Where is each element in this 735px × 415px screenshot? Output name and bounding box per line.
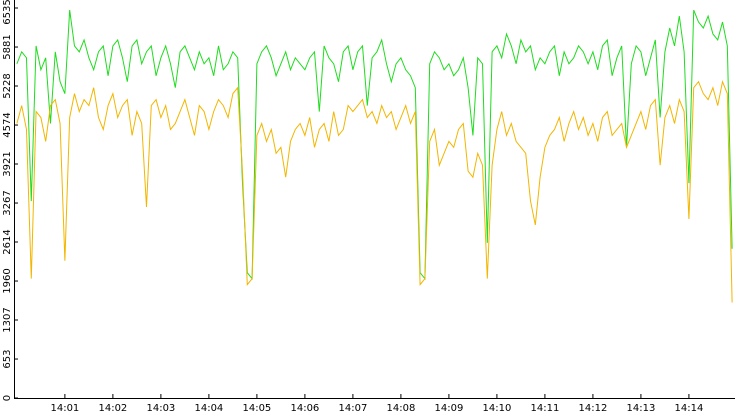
series-line [16,9,733,281]
x-tick-label: 14:06 [290,403,319,414]
y-tick-label: 2614 [2,229,13,254]
x-tick-label: 14:11 [530,403,559,414]
y-tick-label: 653 [2,349,13,368]
x-tick-label: 14:13 [627,403,656,414]
series-line [16,79,733,303]
x-tick-label: 14:08 [386,403,415,414]
x-tick-label: 14:05 [242,403,271,414]
x-tick-label: 14:04 [194,403,223,414]
y-tick-label: 5881 [2,34,13,59]
y-tick-label: 5228 [2,73,13,98]
x-tick-label: 14:12 [578,403,607,414]
y-tick-label: 3921 [2,151,13,176]
x-tick-label: 14:03 [146,403,175,414]
x-tick-label: 14:07 [338,403,367,414]
y-tick-label: 1960 [2,268,13,293]
x-tick-label: 14:10 [482,403,511,414]
x-tick-label: 14:09 [434,403,463,414]
y-tick-label: 3267 [2,190,13,215]
y-tick-label: 4574 [2,112,13,137]
y-tick-label: 1307 [2,307,13,332]
x-tick-label: 14:14 [675,403,704,414]
y-tick-label: 6535 [2,0,13,25]
y-tick-label: 0 [2,395,13,401]
x-tick-label: 14:02 [98,403,127,414]
x-tick-label: 14:01 [50,403,79,414]
